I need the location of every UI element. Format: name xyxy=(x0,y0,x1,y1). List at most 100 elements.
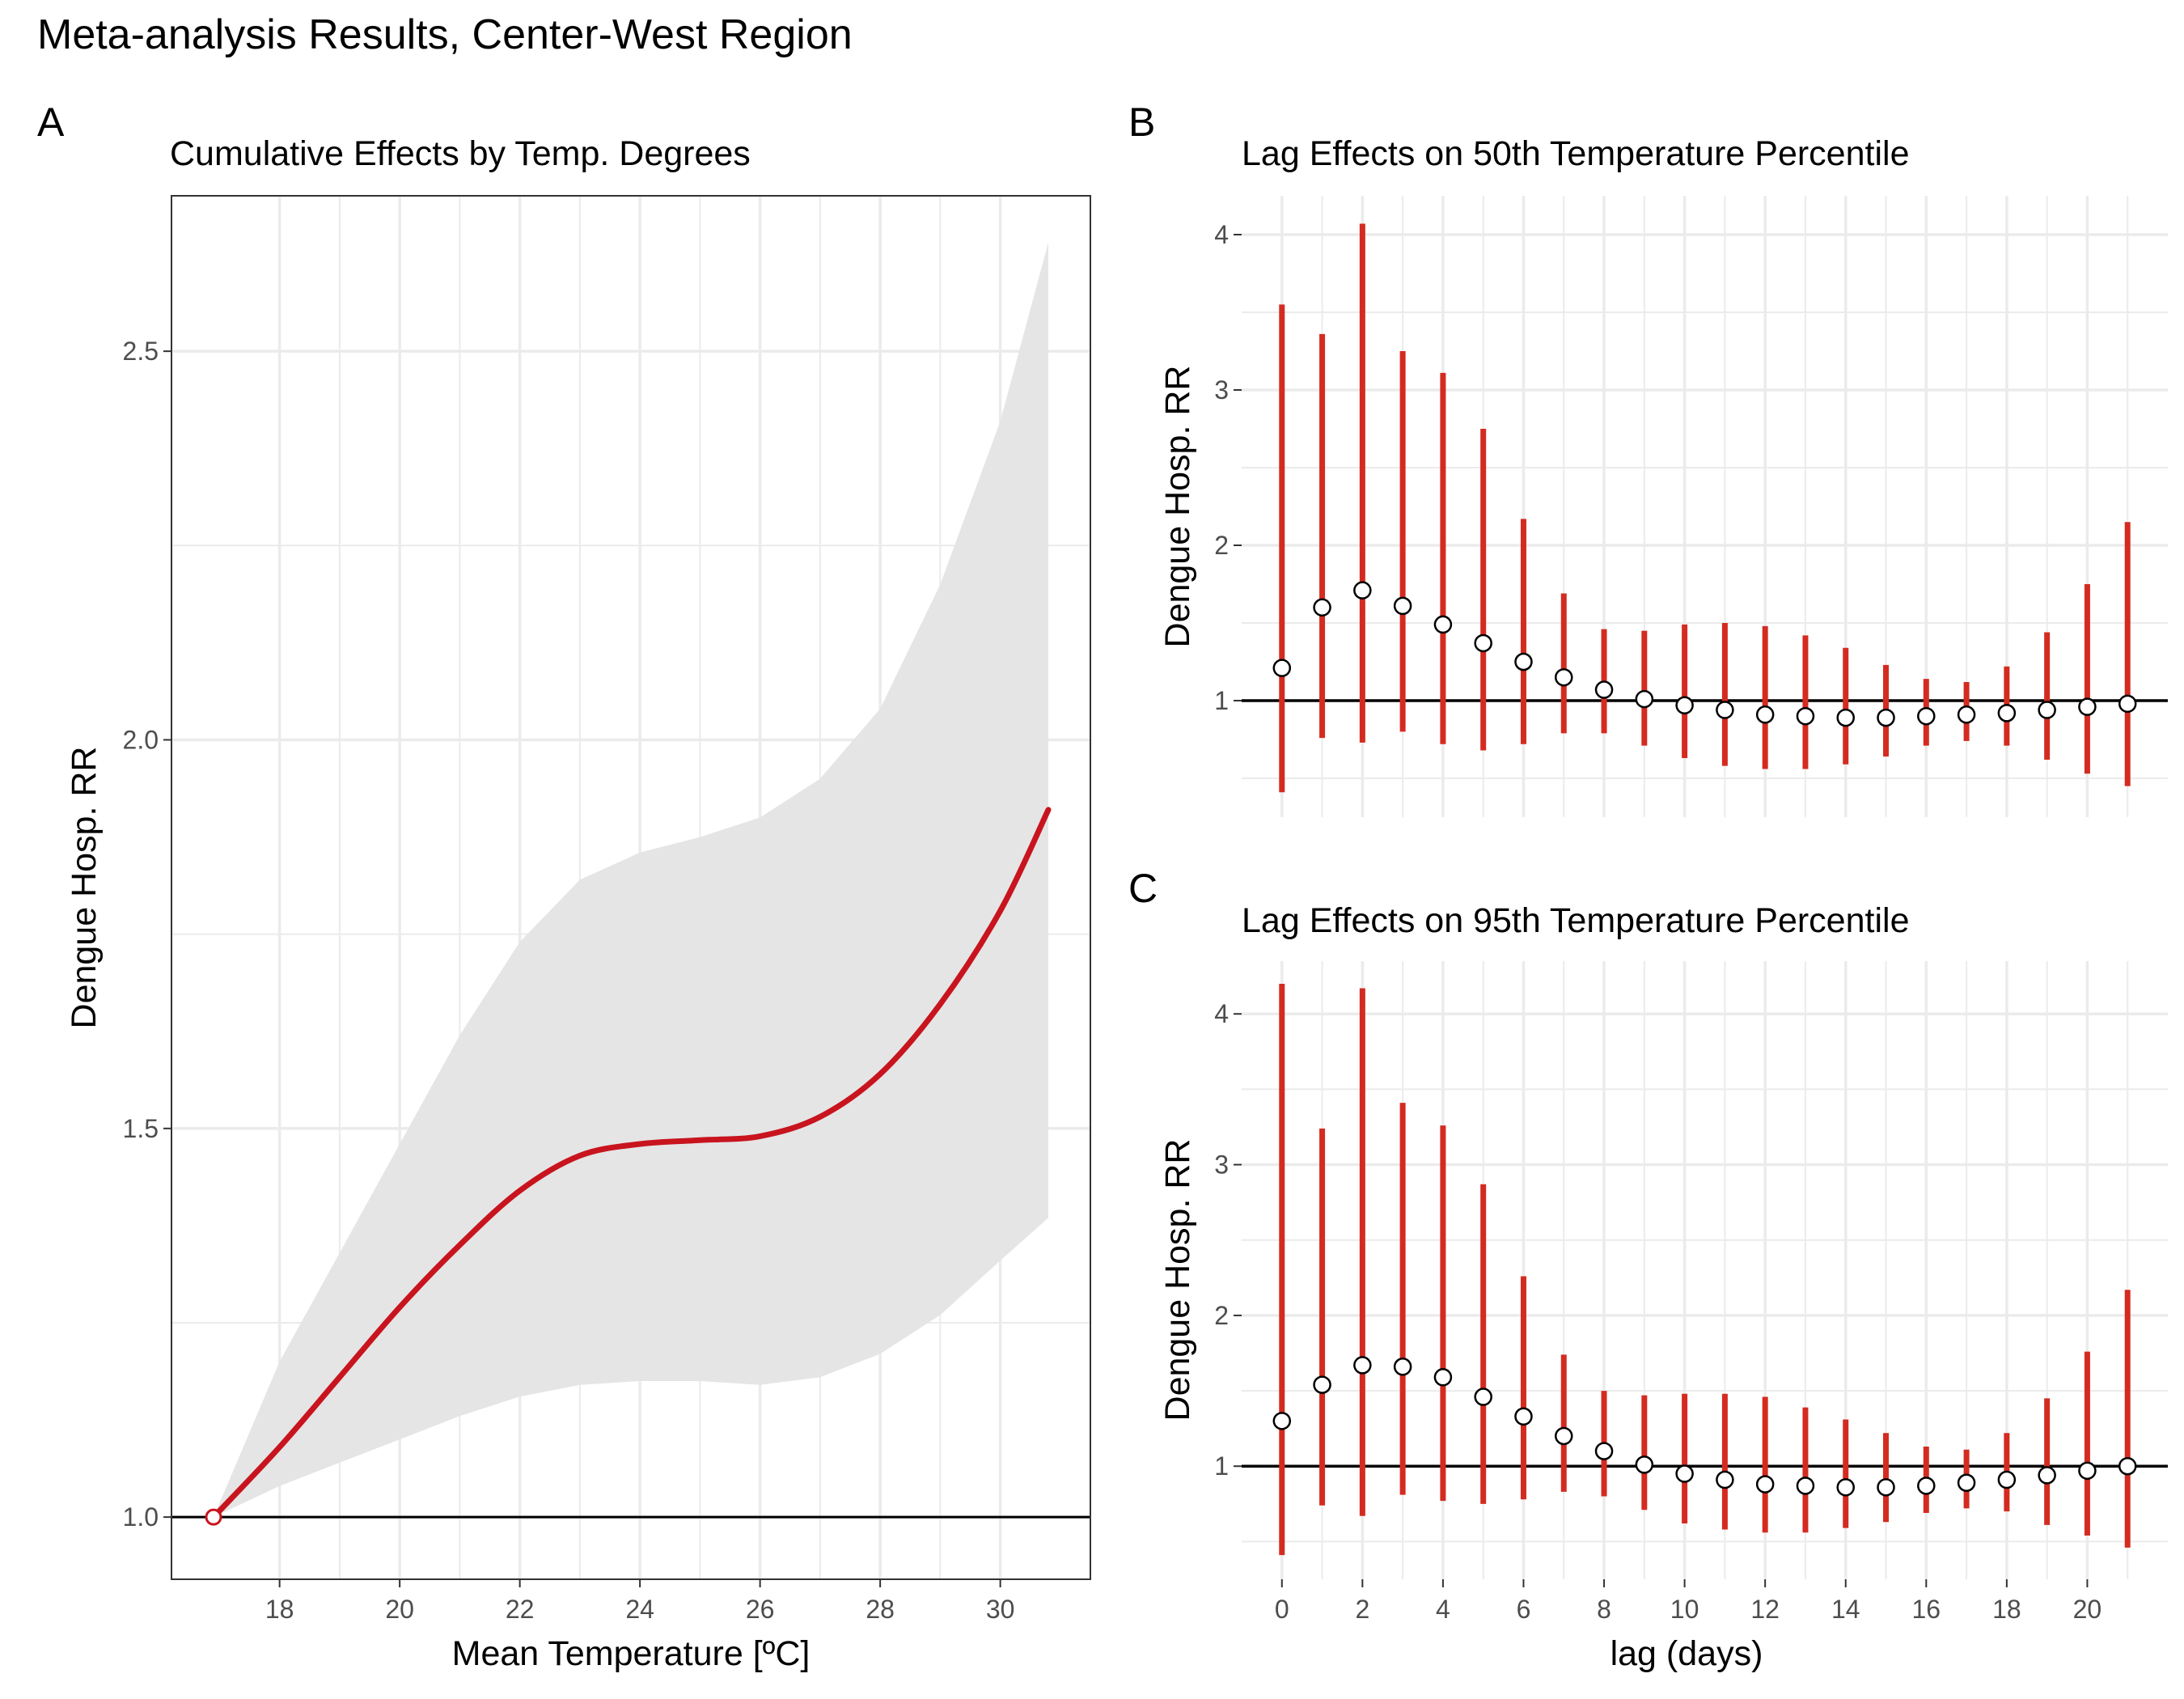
panel-c-x-tick-label: 4 xyxy=(1436,1595,1450,1624)
panel-c-y-tick-label: 4 xyxy=(1214,999,1229,1028)
panel-c-x-tick-label: 6 xyxy=(1517,1595,1531,1624)
panel-b-grid xyxy=(1242,196,2168,817)
panel-a-line-layer xyxy=(210,807,1052,1520)
panel-c-title: Lag Effects on 95th Temperature Percenti… xyxy=(1242,901,1909,940)
panel-b-estimate-point xyxy=(1272,659,1292,677)
panel-c-estimate-point xyxy=(1555,1426,1573,1446)
panel-c-x-tick-label: 8 xyxy=(1597,1595,1611,1624)
panel-b-estimate-point xyxy=(2038,701,2056,719)
panel-c-x-tick-label: 12 xyxy=(1750,1595,1780,1624)
panel-c-tag: C xyxy=(1128,866,1158,911)
panel-a-x-tick-label: 20 xyxy=(385,1595,414,1624)
panel-b-interval-layer xyxy=(1279,223,2131,793)
panel-a-x-tick-label: 28 xyxy=(866,1595,895,1624)
panel-b-y-tick-label: 2 xyxy=(1214,531,1229,560)
panel-b-estimate-point xyxy=(1474,633,1492,653)
figure-title: Meta-analysis Results, Center-West Regio… xyxy=(37,11,853,58)
panel-c-estimate-point xyxy=(1917,1477,1936,1495)
panel-c-estimate-point xyxy=(1594,1442,1614,1460)
panel-b-estimate-point xyxy=(1796,706,1815,726)
panel-b-estimate-point xyxy=(1997,704,2017,722)
panel-a-confidence-ribbon xyxy=(214,242,1048,1518)
panel-c-y-axis: 1 2 3 4 xyxy=(1214,999,1242,1481)
panel-b: B Lag Effects on 50th Temperature Percen… xyxy=(1128,100,2168,817)
panel-a-tag: A xyxy=(37,100,65,145)
panel-c-x-tick-label: 16 xyxy=(1912,1595,1941,1624)
panel-a-reference-point xyxy=(205,1508,222,1526)
panel-b-estimate-point xyxy=(2078,697,2097,716)
panel-c-estimate-point xyxy=(1635,1455,1654,1474)
panel-c-estimate-point xyxy=(1877,1478,1895,1497)
panel-b-estimate-point xyxy=(1917,706,1936,726)
panel-b-y-tick-label: 4 xyxy=(1214,220,1229,249)
panel-b-estimate-point xyxy=(1594,680,1614,699)
panel-c-interval-layer xyxy=(1279,983,2131,1556)
panel-b-estimate-point xyxy=(2118,694,2137,714)
panel-b-estimate-point xyxy=(1877,708,1895,727)
panel-c-estimate-point xyxy=(1675,1464,1694,1483)
panel-b-estimate-point xyxy=(1393,596,1412,616)
panel-c-estimate-point xyxy=(1836,1478,1855,1497)
panel-a: A Cumulative Effects by Temp. Degrees 18… xyxy=(37,100,1091,1673)
panel-a-ribbon-layer xyxy=(214,242,1048,1518)
panel-b-estimate-point xyxy=(1675,696,1694,715)
panel-c-estimate-point xyxy=(1393,1358,1412,1376)
panel-c-x-axis: 0 2 4 6 8 10 12 14 16 18 20 xyxy=(1275,1579,2101,1624)
panel-a-y-tick-label: 2.5 xyxy=(123,337,159,366)
panel-a-y-axis: 1.0 1.5 2.0 2.5 xyxy=(123,337,171,1532)
panel-c-estimate-point xyxy=(1755,1475,1775,1494)
panel-c-x-tick-label: 0 xyxy=(1275,1595,1289,1624)
panel-a-x-tick-label: 24 xyxy=(625,1595,654,1624)
panel-b-y-tick-label: 3 xyxy=(1214,375,1229,405)
panel-b-y-tick-label: 1 xyxy=(1214,686,1229,715)
panel-c-estimate-point xyxy=(2038,1466,2056,1485)
panel-c-estimate-point xyxy=(1474,1388,1492,1406)
panel-c-y-tick-label: 3 xyxy=(1214,1150,1229,1180)
panel-c-x-tick-label: 2 xyxy=(1355,1595,1369,1624)
panel-c-estimate-point xyxy=(1796,1477,1815,1495)
panel-b-title: Lag Effects on 50th Temperature Percenti… xyxy=(1242,134,1909,173)
panel-a-point-layer xyxy=(205,1508,222,1526)
panel-a-y-axis-title: Dengue Hosp. RR xyxy=(65,747,104,1029)
panel-b-tag: B xyxy=(1128,100,1155,145)
panel-c: C Lag Effects on 95th Temperature Percen… xyxy=(1128,866,2168,1673)
panel-a-x-axis: 18 20 22 24 26 28 30 xyxy=(265,1579,1015,1624)
panel-b-estimate-point xyxy=(1313,598,1331,617)
panel-c-x-tick-label: 18 xyxy=(1992,1595,2021,1624)
panel-a-border xyxy=(171,195,1091,1580)
panel-c-x-axis-title: lag (days) xyxy=(1610,1634,1763,1673)
panel-c-y-axis-title: Dengue Hosp. RR xyxy=(1158,1139,1197,1421)
panel-c-estimate-point xyxy=(1272,1412,1292,1430)
panel-a-title: Cumulative Effects by Temp. Degrees xyxy=(170,134,751,173)
panel-b-estimate-point xyxy=(1514,652,1533,672)
panel-c-estimate-point xyxy=(1313,1375,1331,1394)
panel-c-estimate-point xyxy=(1997,1470,2017,1489)
panel-b-y-axis: 1 2 3 4 xyxy=(1214,220,1242,715)
panel-b-estimate-point xyxy=(1433,615,1453,634)
panel-c-estimate-point xyxy=(1957,1473,1976,1492)
panel-b-estimate-point xyxy=(1957,705,1976,724)
panel-b-estimate-point xyxy=(1635,689,1654,709)
panel-a-x-tick-label: 26 xyxy=(746,1595,775,1624)
panel-a-x-tick-label: 18 xyxy=(265,1595,294,1624)
panel-c-x-tick-label: 10 xyxy=(1670,1595,1699,1624)
panel-a-x-tick-label: 22 xyxy=(506,1595,535,1624)
panel-a-effect-line xyxy=(210,807,1052,1520)
panel-a-y-tick-label: 2.0 xyxy=(123,725,159,754)
panel-b-estimate-point xyxy=(1755,705,1775,724)
panel-a-x-axis-title: Mean Temperature [ºC] xyxy=(452,1634,811,1673)
panel-c-estimate-point xyxy=(1514,1407,1533,1426)
panel-c-x-tick-label: 14 xyxy=(1831,1595,1860,1624)
panel-c-estimate-point xyxy=(2118,1456,2137,1476)
panel-a-x-tick-label: 30 xyxy=(986,1595,1015,1624)
panel-c-grid xyxy=(1242,961,2168,1579)
panel-c-point-layer xyxy=(1272,1356,2137,1497)
panel-b-point-layer xyxy=(1272,581,2137,727)
panel-b-estimate-point xyxy=(1353,581,1372,600)
panel-a-y-tick-label: 1.0 xyxy=(123,1502,159,1532)
panel-a-y-tick-label: 1.5 xyxy=(123,1114,159,1143)
panel-b-estimate-point xyxy=(1555,667,1573,687)
panel-c-y-tick-label: 2 xyxy=(1214,1301,1229,1330)
panel-c-x-tick-label: 20 xyxy=(2073,1595,2102,1624)
